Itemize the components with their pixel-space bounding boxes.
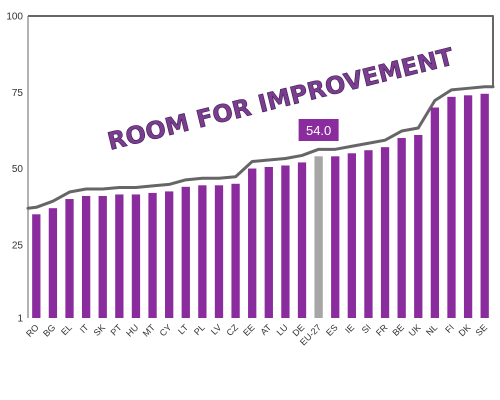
bar-be [397,138,406,318]
x-tick-label: CZ [224,322,240,338]
y-tick-label: 1 [17,314,23,325]
bar-ie [347,153,356,318]
bar-ro [32,214,41,318]
x-tick-label: BE [391,322,407,338]
x-tick-label: LT [176,322,190,336]
x-tick-label: IT [78,322,91,335]
bar-de [297,162,307,318]
bar-ee [248,168,257,318]
x-tick-label: FI [443,322,456,335]
x-tick-label: RO [24,322,41,339]
x-tick-label: DK [457,322,473,338]
bar-lt [181,186,190,318]
x-tick-label: PL [192,322,207,337]
x-tick-label: EL [59,322,74,337]
y-tick-label: 75 [12,88,24,99]
x-tick-label: MT [141,322,158,339]
bar-fr [380,147,390,318]
x-tick-label: HU [124,322,140,338]
bar-pl [198,185,207,318]
bar-dk [463,95,473,318]
x-tick-label: LU [275,322,290,337]
x-tick-label: SE [474,322,490,338]
highlight-callout-label: 54.0 [306,123,331,138]
x-tick-label: FR [374,322,390,338]
bar-sk [98,195,107,318]
bar-hu [131,194,141,318]
x-tick-label: SK [92,322,108,338]
x-tick-label: SI [360,322,373,335]
bar-lv [214,185,224,318]
bar-es [331,156,340,318]
bar-mt [148,192,157,318]
x-tick-label: EE [241,322,257,338]
bar-si [364,150,373,318]
bar-se [480,93,489,319]
bar-bg [48,208,58,318]
x-tick-label: BG [41,322,57,338]
y-tick-label: 100 [6,12,23,23]
x-tick-label: AT [258,322,273,337]
x-tick-label: IE [343,322,356,335]
x-tick-label: ES [324,322,340,338]
bar-nl [430,107,440,318]
x-tick-label: LV [209,322,223,336]
x-tick-label: NL [424,322,439,337]
bar-lu [281,165,290,318]
bar-it [81,195,91,318]
y-tick-label: 50 [12,164,24,175]
bar-cz [231,183,240,318]
highlight-callout-box [298,119,339,141]
bar-el [65,199,74,318]
bar-at [264,167,273,318]
bar-cy [165,191,174,318]
bar-pt [115,194,124,318]
bar-eu-27 [314,156,323,318]
bar-fi [447,96,456,319]
x-tick-label: CY [158,322,174,338]
bar-uk [414,134,423,318]
x-tick-label: PT [109,322,125,338]
y-tick-label: 25 [12,240,24,251]
improvement-curve [26,85,495,210]
x-tick-label: UK [407,322,423,338]
